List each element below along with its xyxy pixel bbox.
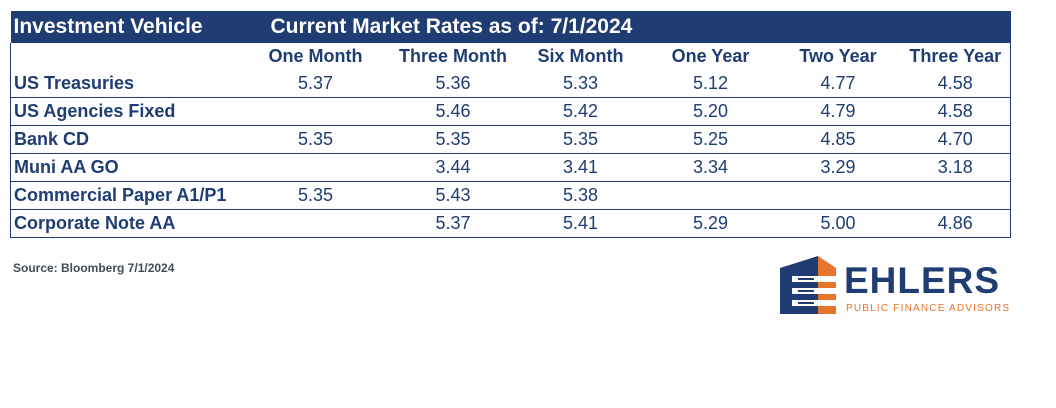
rate-cell: 4.70 <box>900 125 1012 154</box>
row-label-us-agencies-fixed: US Agencies Fixed <box>10 97 241 126</box>
rates-table-container: Investment Vehicle Current Market Rates … <box>10 11 1012 238</box>
rate-cell: 5.12 <box>645 70 776 98</box>
table-row: Commercial Paper A1/P1 5.35 5.43 5.38 <box>10 181 1012 210</box>
row-label-bank-cd: Bank CD <box>10 125 241 154</box>
rate-cell: 5.35 <box>240 125 391 154</box>
rate-cell: 5.35 <box>390 125 516 154</box>
rate-cell: 3.44 <box>390 153 516 182</box>
rate-cell: 5.43 <box>390 181 516 210</box>
column-header-six-month: Six Month <box>537 46 624 66</box>
rate-cell: 4.58 <box>900 97 1012 126</box>
column-header-blank <box>10 43 241 70</box>
rate-cell <box>240 97 391 126</box>
table-title-row: Investment Vehicle Current Market Rates … <box>10 11 1011 43</box>
row-label-us-treasuries: US Treasuries <box>10 70 241 98</box>
ehlers-building-logo-icon <box>780 256 836 314</box>
table-row: Corporate Note AA 5.37 5.41 5.29 5.00 4.… <box>10 209 1012 238</box>
rate-cell: 3.29 <box>775 153 901 182</box>
rate-cell: 5.37 <box>240 70 391 98</box>
rate-cell: 5.35 <box>515 125 646 154</box>
row-label-corporate-note-aa: Corporate Note AA <box>10 209 241 238</box>
column-header-three-month: Three Month <box>399 46 507 66</box>
rate-cell: 5.00 <box>775 209 901 238</box>
rate-cell: 4.85 <box>775 125 901 154</box>
rate-cell: 4.77 <box>775 70 901 98</box>
column-header-two-year: Two Year <box>799 46 877 66</box>
rate-cell <box>900 181 1012 210</box>
rate-cell: 4.79 <box>775 97 901 126</box>
rate-cell: 3.34 <box>645 153 776 182</box>
rate-cell: 5.29 <box>645 209 776 238</box>
market-rates-header: Current Market Rates as of: 7/1/2024 <box>240 11 1011 43</box>
rate-cell <box>645 181 776 210</box>
table-row: Muni AA GO 3.44 3.41 3.34 3.29 3.18 <box>10 153 1012 182</box>
rate-cell: 5.41 <box>515 209 646 238</box>
rate-cell: 5.42 <box>515 97 646 126</box>
row-label-commercial-paper: Commercial Paper A1/P1 <box>10 181 241 210</box>
column-header-three-year: Three Year <box>900 43 1012 70</box>
column-header-row: One Month Three Month Six Month One Year… <box>10 43 1012 70</box>
rate-cell <box>775 181 901 210</box>
rate-cell: 5.20 <box>645 97 776 126</box>
rate-cell: 3.18 <box>900 153 1012 182</box>
ehlers-wordmark: EHLERS <box>844 260 1001 301</box>
source-note: Source: Bloomberg 7/1/2024 <box>13 261 175 275</box>
column-header-one-year: One Year <box>671 46 750 66</box>
rate-cell: 5.38 <box>515 181 646 210</box>
investment-vehicle-header: Investment Vehicle <box>10 11 241 43</box>
table-row: US Agencies Fixed 5.46 5.42 5.20 4.79 4.… <box>10 97 1012 126</box>
rate-cell: 5.25 <box>645 125 776 154</box>
rate-cell: 4.86 <box>900 209 1012 238</box>
rate-cell: 5.46 <box>390 97 516 126</box>
ehlers-tagline: PUBLIC FINANCE ADVISORS <box>846 303 1011 314</box>
table-row: Bank CD 5.35 5.35 5.35 5.25 4.85 4.70 <box>10 125 1012 154</box>
rate-cell: 4.58 <box>900 70 1012 98</box>
rate-cell: 5.37 <box>390 209 516 238</box>
rate-cell: 3.41 <box>515 153 646 182</box>
market-rates-table: Investment Vehicle Current Market Rates … <box>10 11 1012 238</box>
ehlers-logo: EHLERS PUBLIC FINANCE ADVISORS <box>778 254 1010 316</box>
rate-cell: 5.35 <box>240 181 391 210</box>
column-header-one-month: One Month <box>268 46 363 66</box>
rate-cell: 5.36 <box>390 70 516 98</box>
row-label-muni-aa-go: Muni AA GO <box>10 153 241 182</box>
rate-cell <box>240 209 391 238</box>
rate-cell <box>240 153 391 182</box>
table-row: US Treasuries 5.37 5.36 5.33 5.12 4.77 4… <box>10 70 1012 98</box>
rate-cell: 5.33 <box>515 70 646 98</box>
